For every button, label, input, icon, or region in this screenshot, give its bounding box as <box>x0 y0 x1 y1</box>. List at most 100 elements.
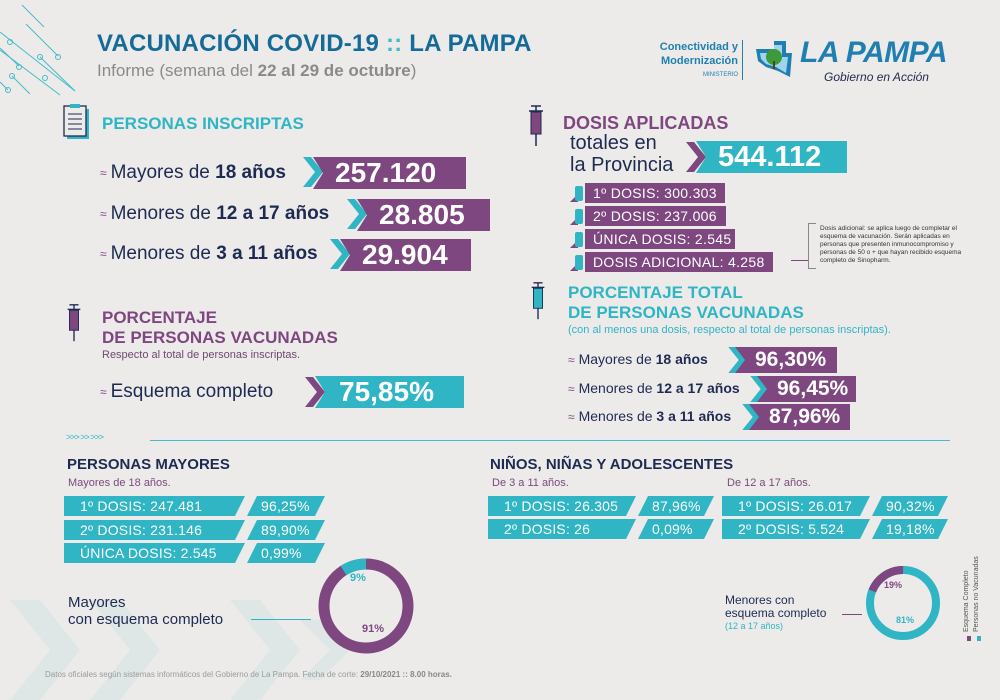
legend-swatch-no-vacunadas <box>977 636 981 641</box>
label-bold: 18 años <box>655 351 708 367</box>
ministry-line3: MINISTERIO <box>702 72 738 78</box>
page-subtitle: Informe (semana del 22 al 29 de octubre) <box>97 61 416 81</box>
mayores-donut-label: Mayores con esquema completo <box>68 594 223 628</box>
dose-pct: 89,90% <box>247 520 325 540</box>
page-title: VACUNACIÓN COVID-19 :: LA PAMPA <box>97 30 532 58</box>
dose-pct: 87,96% <box>638 496 714 516</box>
dose-label: 1º DOSIS: 247.481 <box>64 496 245 516</box>
chevron-icon <box>330 239 350 269</box>
mayores-row: ÚNICA DOSIS: 2.545 0,99% <box>64 543 325 563</box>
total-row-value: 96,45% <box>757 376 856 402</box>
mayores-row: 1º DOSIS: 247.481 96,25% <box>64 496 325 516</box>
ninos-a-row: 1º DOSIS: 26.305 87,96% <box>488 496 714 516</box>
porcentaje-total-subtitle: (con al menos una dosis, respecto al tot… <box>568 324 891 336</box>
label-pre: Menores de <box>110 203 217 224</box>
menores-donut-chart <box>866 566 940 640</box>
porcentaje-total-title-line1: PORCENTAJE TOTAL <box>568 283 743 302</box>
dose-pct: 96,25% <box>247 496 325 516</box>
dose-pct: 0,09% <box>638 519 714 539</box>
chevron-icon <box>686 142 706 172</box>
dose-item: ÚNICA DOSIS: 2.545 <box>585 229 735 249</box>
dose-label: 1º DOSIS: 26.305 <box>488 496 636 516</box>
decorative-chevrons <box>10 600 350 700</box>
esquema-label-text: Esquema completo <box>110 381 274 402</box>
inscriptas-row-label: ≈ Menores de 3 a 11 años <box>100 243 318 265</box>
label-bold: 18 años <box>215 162 286 183</box>
label-bold: 3 a 11 años <box>656 408 732 424</box>
inscriptas-row-label: ≈ Menores de 12 a 17 años <box>100 203 329 225</box>
donut-connector <box>842 614 862 615</box>
dosis-note: Dosis adicional: se aplica luego de comp… <box>820 225 962 264</box>
subtitle-suffix: ) <box>410 61 417 80</box>
donut-label-line2: con esquema completo <box>68 611 224 628</box>
porcentaje-title-line2: DE PERSONAS VACUNADAS <box>102 328 338 347</box>
porcentaje-total-title: PORCENTAJE TOTAL DE PERSONAS VACUNADAS <box>568 283 804 323</box>
donut-label-line1: Menores con <box>725 593 795 607</box>
chevron-icon <box>750 376 768 402</box>
porcentaje-subtitle: Respecto al total de personas inscriptas… <box>102 349 301 361</box>
province-map-icon <box>756 41 792 77</box>
title-place: LA PAMPA <box>409 30 532 57</box>
ministry-line2: Modernización <box>660 55 738 67</box>
label-pre: Menores de <box>578 380 657 396</box>
footer: Datos oficiales según sistemas informáti… <box>45 670 452 679</box>
total-row-label: ≈ Menores de 3 a 11 años <box>568 408 731 424</box>
title-separator: :: <box>385 30 403 57</box>
subtitle-prefix: Informe (semana del <box>97 61 258 80</box>
label-bold: 12 a 17 años <box>656 380 740 396</box>
ninos-a-subtitle: De 3 a 11 años. <box>492 477 569 489</box>
label-pre: Mayores de <box>578 351 656 367</box>
ministry-line1: Conectividad y <box>659 41 738 53</box>
note-bracket <box>808 223 816 269</box>
legend-swatch-esquema <box>967 636 971 641</box>
porcentaje-title: PORCENTAJE DE PERSONAS VACUNADAS <box>102 308 338 348</box>
dose-pct: 19,18% <box>872 519 948 539</box>
dosis-subtitle: totales en la Provincia <box>570 132 673 176</box>
inscriptas-row-label: ≈ Mayores de 18 años <box>100 162 286 184</box>
dose-label: 2º DOSIS: 5.524 <box>722 519 870 539</box>
divider-arrows: >>> >> >>> <box>66 432 104 442</box>
label-pre: Menores de <box>110 243 217 264</box>
chevron-icon <box>303 157 323 187</box>
vial-icon <box>570 209 583 225</box>
legend-personas-no-vacunadas: Personas no Vacunadas <box>973 556 980 632</box>
esquema-value: 75,85% <box>315 376 464 408</box>
tick-icon: ≈ <box>568 410 575 425</box>
dose-pct: 0,99% <box>247 543 325 563</box>
dose-pct: 90,32% <box>872 496 948 516</box>
donut-connector <box>251 619 311 620</box>
porcentaje-title-line1: PORCENTAJE <box>102 308 217 327</box>
vial-icon <box>570 186 583 202</box>
esquema-label: ≈ Esquema completo <box>100 381 273 403</box>
dose-item: 2º DOSIS: 237.006 <box>585 206 726 226</box>
inscriptas-value: 28.805 <box>357 199 490 231</box>
label-pre: Mayores de <box>110 162 216 183</box>
clipboard-icon <box>63 104 89 139</box>
subtitle-dates: 22 al 29 de octubre <box>257 61 411 80</box>
footer-text: Datos oficiales según sistemas informáti… <box>45 670 361 679</box>
syringe-icon <box>531 282 545 320</box>
mayores-subtitle: Mayores de 18 años. <box>68 477 171 489</box>
label-pre: Menores de <box>578 408 657 424</box>
tick-icon: ≈ <box>568 382 575 397</box>
syringe-icon <box>67 304 81 342</box>
tick-icon: ≈ <box>100 206 107 221</box>
syringe-icon <box>529 105 543 146</box>
tick-icon: ≈ <box>100 246 107 261</box>
donut-small-pct: 19% <box>884 580 903 590</box>
dose-label: ÚNICA DOSIS: 2.545 <box>64 543 245 563</box>
ninos-b-row: 1º DOSIS: 26.017 90,32% <box>722 496 948 516</box>
donut-label-line2: esquema completo <box>725 606 827 620</box>
brand-name: LA PAMPA <box>800 36 948 69</box>
decorative-lines <box>0 4 76 96</box>
inscriptas-value: 29.904 <box>340 239 471 271</box>
dose-item: DOSIS ADICIONAL: 4.258 <box>585 252 773 272</box>
donut-large-pct: 81% <box>896 615 915 625</box>
vial-icon <box>570 255 583 271</box>
dosis-sub-line1: totales en <box>570 132 657 154</box>
dose-label: 2º DOSIS: 26 <box>488 519 636 539</box>
menores-donut-label: Menores con esquema completo (12 a 17 añ… <box>725 594 826 633</box>
total-row-label: ≈ Mayores de 18 años <box>568 351 708 367</box>
donut-label-line3: (12 a 17 años) <box>725 621 784 631</box>
mayores-donut-chart <box>318 558 414 654</box>
